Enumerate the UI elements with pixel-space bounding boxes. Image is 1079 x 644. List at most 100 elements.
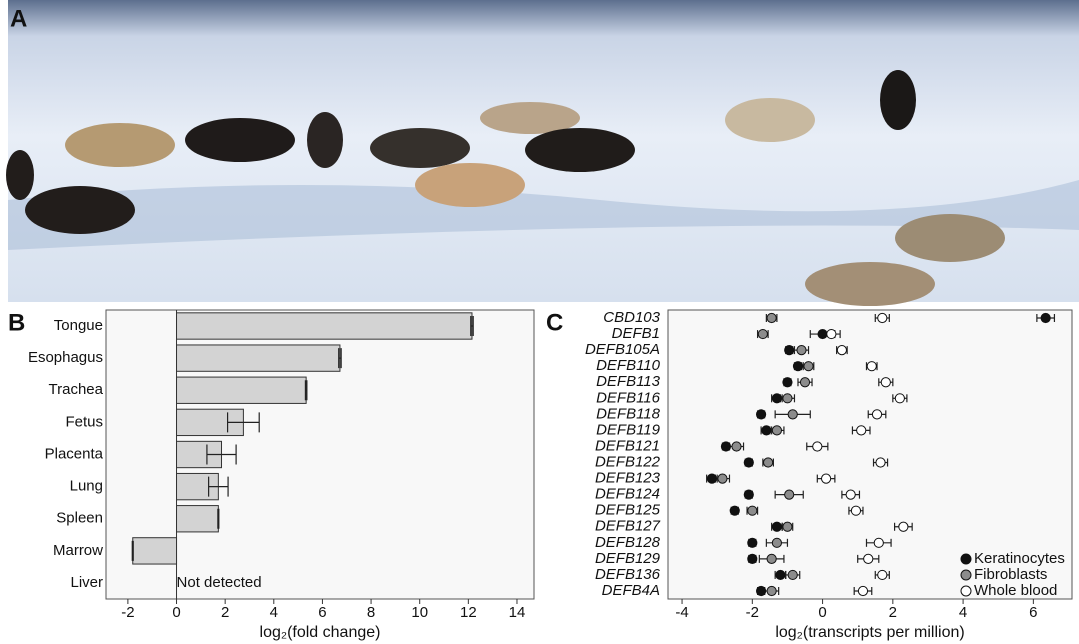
y-tick-label: Placenta xyxy=(45,445,104,462)
x-axis-label: log₂(transcripts per million) xyxy=(775,624,964,641)
dot xyxy=(748,554,757,563)
dot xyxy=(788,410,797,419)
x-tick-label: 14 xyxy=(509,604,526,621)
dot xyxy=(800,378,809,387)
x-tick-label: -2 xyxy=(121,604,134,621)
y-tick-label: DEFB136 xyxy=(595,566,661,583)
dot xyxy=(767,313,776,322)
y-tick-label: Lung xyxy=(70,478,103,495)
dot xyxy=(767,554,776,563)
dot xyxy=(756,410,765,419)
dot xyxy=(813,442,822,451)
dot xyxy=(756,586,765,595)
dot xyxy=(772,426,781,435)
dot xyxy=(776,570,785,579)
dot xyxy=(818,329,827,338)
y-tick-label: Marrow xyxy=(53,542,103,559)
y-tick-label: DEFB127 xyxy=(595,518,661,535)
dot xyxy=(872,410,881,419)
annotation: Not detected xyxy=(177,574,262,591)
panel-label: C xyxy=(546,309,563,336)
x-tick-label: -4 xyxy=(675,604,688,621)
y-tick-label: Trachea xyxy=(49,381,104,398)
dot xyxy=(827,329,836,338)
y-tick-label: CBD103 xyxy=(603,309,660,326)
y-tick-label: Liver xyxy=(70,574,103,591)
dot xyxy=(748,538,757,547)
dot xyxy=(707,474,716,483)
dot xyxy=(858,586,867,595)
dot xyxy=(837,346,846,355)
x-axis-label: log₂(fold change) xyxy=(260,624,381,641)
bar xyxy=(177,377,307,403)
dot xyxy=(767,586,776,595)
legend-marker xyxy=(961,586,971,596)
x-tick-label: 4 xyxy=(959,604,967,621)
bar xyxy=(177,506,219,532)
dot xyxy=(772,538,781,547)
dot xyxy=(1041,313,1050,322)
x-tick-label: 6 xyxy=(318,604,326,621)
y-tick-label: DEFB121 xyxy=(595,437,660,454)
dot xyxy=(895,394,904,403)
dot xyxy=(785,346,794,355)
x-tick-label: -2 xyxy=(746,604,759,621)
panel-label: A xyxy=(10,5,27,32)
dot xyxy=(772,394,781,403)
dot xyxy=(783,522,792,531)
dot xyxy=(878,570,887,579)
dot xyxy=(846,490,855,499)
x-tick-label: 2 xyxy=(221,604,229,621)
y-tick-label: DEFB113 xyxy=(596,373,661,390)
x-tick-label: 6 xyxy=(1029,604,1037,621)
y-tick-label: DEFB4A xyxy=(602,582,660,599)
x-tick-label: 2 xyxy=(889,604,897,621)
dot xyxy=(772,522,781,531)
x-tick-label: 12 xyxy=(460,604,477,621)
dot xyxy=(721,442,730,451)
dot xyxy=(762,426,771,435)
dot xyxy=(857,426,866,435)
y-tick-label: DEFB129 xyxy=(595,550,661,567)
dot xyxy=(821,474,830,483)
legend-label: Whole blood xyxy=(974,582,1057,599)
dot xyxy=(785,490,794,499)
bar xyxy=(177,313,472,339)
photo xyxy=(6,0,1079,306)
dot xyxy=(764,458,773,467)
legend-marker xyxy=(961,554,971,564)
y-tick-label: DEFB125 xyxy=(595,502,661,519)
y-tick-label: Spleen xyxy=(56,510,103,527)
panel-label: B xyxy=(8,309,25,336)
dot xyxy=(748,506,757,515)
legend-marker xyxy=(961,570,971,580)
x-tick-label: 4 xyxy=(270,604,278,621)
dot xyxy=(899,522,908,531)
dot xyxy=(878,313,887,322)
dot xyxy=(744,490,753,499)
x-tick-label: 0 xyxy=(172,604,180,621)
y-tick-label: DEFB128 xyxy=(595,534,661,551)
dot xyxy=(758,329,767,338)
dot xyxy=(744,458,753,467)
dot xyxy=(876,458,885,467)
x-tick-label: 10 xyxy=(411,604,428,621)
y-tick-label: DEFB122 xyxy=(595,453,661,470)
dot xyxy=(732,442,741,451)
x-tick-label: 8 xyxy=(367,604,375,621)
dot xyxy=(730,506,739,515)
y-tick-label: DEFB118 xyxy=(596,405,661,422)
bar xyxy=(133,538,177,564)
dot xyxy=(718,474,727,483)
dot xyxy=(797,346,806,355)
bar xyxy=(177,345,340,371)
y-tick-label: DEFB105A xyxy=(585,341,660,358)
dot xyxy=(783,394,792,403)
y-tick-label: DEFB110 xyxy=(596,357,661,374)
dot xyxy=(793,362,802,371)
y-tick-label: Tongue xyxy=(54,317,103,334)
legend-label: Keratinocytes xyxy=(974,550,1065,567)
dot xyxy=(783,378,792,387)
y-tick-label: DEFB1 xyxy=(612,325,660,342)
y-tick-label: DEFB119 xyxy=(596,421,661,438)
